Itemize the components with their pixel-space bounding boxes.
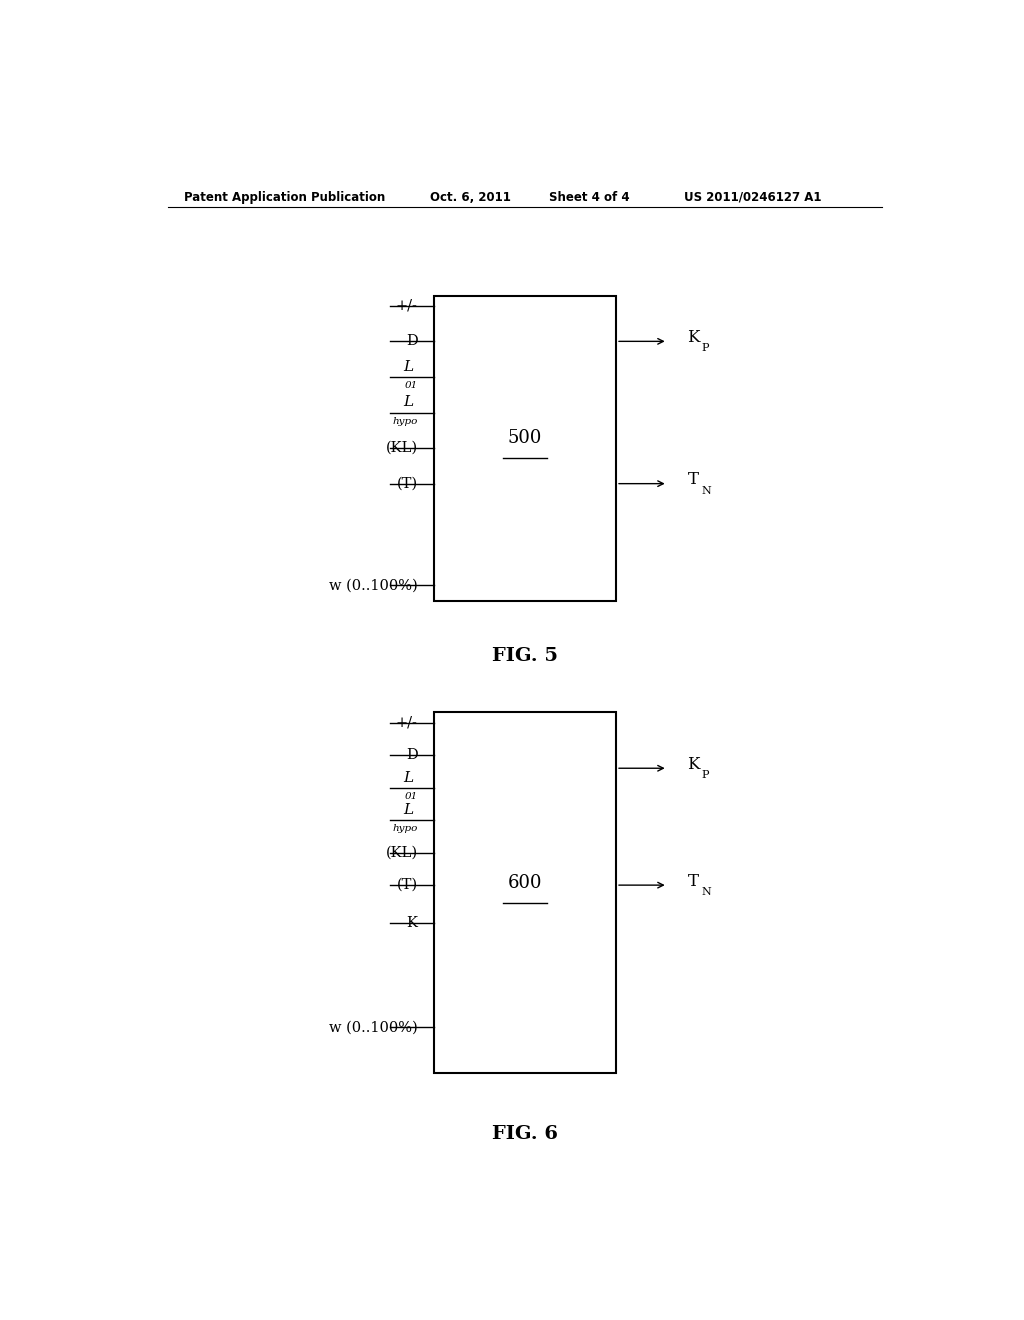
Text: K: K xyxy=(407,916,418,929)
Text: L: L xyxy=(403,360,414,374)
Text: 500: 500 xyxy=(508,429,542,447)
Text: Oct. 6, 2011: Oct. 6, 2011 xyxy=(430,190,510,203)
Text: FIG. 5: FIG. 5 xyxy=(492,647,558,665)
Text: US 2011/0246127 A1: US 2011/0246127 A1 xyxy=(684,190,821,203)
Text: D: D xyxy=(406,748,418,762)
Bar xyxy=(433,296,616,601)
Text: T: T xyxy=(687,471,698,488)
Text: T: T xyxy=(687,873,698,890)
Text: D: D xyxy=(406,334,418,348)
Text: N: N xyxy=(701,887,712,898)
Text: Sheet 4 of 4: Sheet 4 of 4 xyxy=(549,190,629,203)
Text: L: L xyxy=(403,396,414,409)
Text: +/-: +/- xyxy=(396,715,418,730)
Text: w (0..100%): w (0..100%) xyxy=(329,1020,418,1035)
Text: 01: 01 xyxy=(404,381,418,389)
Text: P: P xyxy=(701,771,710,780)
Text: +/-: +/- xyxy=(396,298,418,313)
Text: N: N xyxy=(701,486,712,496)
Text: (KL): (KL) xyxy=(386,846,418,859)
Text: FIG. 6: FIG. 6 xyxy=(492,1125,558,1143)
Text: K: K xyxy=(687,755,700,772)
Text: K: K xyxy=(687,329,700,346)
Text: (T): (T) xyxy=(396,477,418,491)
Text: w (0..100%): w (0..100%) xyxy=(329,578,418,593)
Text: hypo: hypo xyxy=(392,417,418,425)
Text: 01: 01 xyxy=(404,792,418,801)
Text: hypo: hypo xyxy=(392,824,418,833)
Text: L: L xyxy=(403,771,414,784)
Text: (KL): (KL) xyxy=(386,441,418,455)
Text: (T): (T) xyxy=(396,878,418,892)
Text: 600: 600 xyxy=(508,874,542,891)
Text: Patent Application Publication: Patent Application Publication xyxy=(183,190,385,203)
Bar xyxy=(433,713,616,1073)
Text: L: L xyxy=(403,803,414,817)
Text: P: P xyxy=(701,343,710,354)
